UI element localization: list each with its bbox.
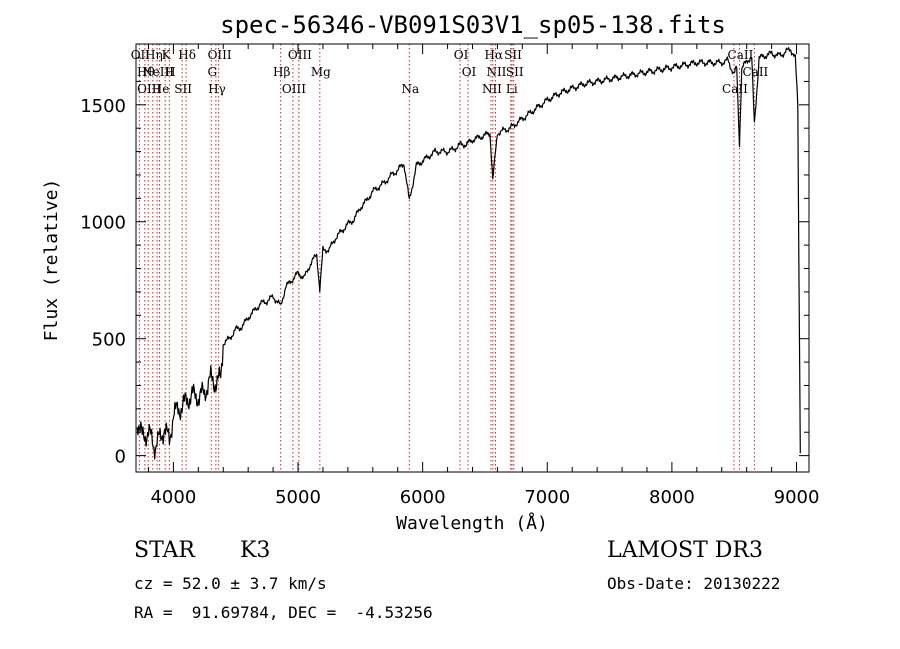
y-tick-label: 1000: [80, 213, 126, 234]
spectral-line-labels: OIIHθOIIIHηNeIIIHeKHSIIHδGHγOIIIHβOIIIOI…: [131, 48, 769, 96]
x-tick-label: 7000: [524, 487, 570, 508]
line-marker-label: OIII: [137, 82, 161, 96]
line-marker-label: Hθ: [137, 65, 155, 79]
spectral-line-markers: [138, 44, 755, 472]
line-marker-label: NeIII: [142, 65, 174, 79]
x-tick-label: 4000: [150, 487, 196, 508]
line-marker-label: SII: [504, 48, 522, 62]
line-marker-label: Hα: [485, 48, 504, 62]
chart-title: spec-56346-VB091S03V1_sp05-138.fits: [220, 11, 726, 39]
object-subclass: K3: [240, 538, 271, 563]
line-marker-label: Mg: [311, 65, 331, 79]
line-marker-label: Hη: [145, 48, 163, 62]
plot-frame: [135, 43, 810, 473]
y-axis-label: Flux (relative): [41, 179, 62, 342]
x-tick-label: 9000: [774, 487, 820, 508]
line-marker-label: Na: [401, 82, 419, 96]
x-axis-label: Wavelength (Å): [396, 512, 548, 534]
line-marker-label: NII: [486, 65, 506, 79]
y-axis-ticks: 0 500 1000 1500: [80, 57, 809, 468]
line-marker-label: Hδ: [178, 48, 196, 62]
line-marker-label: K: [162, 48, 172, 62]
line-marker-label: OIII: [288, 48, 312, 62]
line-marker-label: H: [165, 65, 175, 79]
line-marker-label: CaII: [722, 82, 748, 96]
line-marker-label: OIII: [208, 48, 232, 62]
line-marker-label: Hγ: [208, 82, 226, 96]
spectrum-line: [136, 47, 801, 460]
observation-date: Obs-Date: 20130222: [607, 574, 781, 593]
line-marker-label: OI: [462, 65, 477, 79]
line-marker-label: Hβ: [273, 65, 290, 79]
line-marker-label: OIII: [282, 82, 306, 96]
sky-coordinates: RA = 91.69784, DEC = -4.53256: [134, 603, 433, 622]
y-tick-label: 0: [115, 447, 126, 468]
redshift-velocity: cz = 52.0 ± 3.7 km/s: [134, 574, 327, 593]
line-marker-label: Li: [506, 82, 518, 96]
line-marker-label: SII: [174, 82, 192, 96]
x-tick-label: 6000: [400, 487, 446, 508]
x-tick-label: 8000: [649, 487, 695, 508]
line-marker-label: OI: [454, 48, 469, 62]
line-marker-label: G: [207, 65, 217, 79]
y-tick-label: 500: [92, 330, 126, 351]
line-marker-label: CaII: [742, 65, 768, 79]
survey-name: LAMOST DR3: [607, 538, 763, 563]
line-marker-label: SII: [506, 65, 524, 79]
x-axis-ticks: 4000 5000 6000 7000 8000 9000: [147, 44, 820, 508]
line-marker-label: NII: [482, 82, 502, 96]
line-marker-label: He: [152, 82, 170, 96]
x-tick-label: 5000: [275, 487, 321, 508]
line-marker-label: CaII: [728, 48, 754, 62]
y-tick-label: 1500: [80, 96, 126, 117]
object-class: STAR: [134, 538, 195, 563]
